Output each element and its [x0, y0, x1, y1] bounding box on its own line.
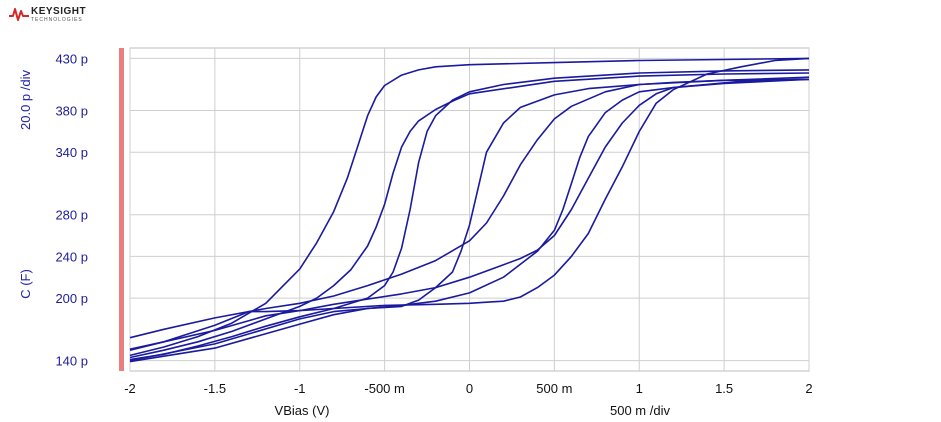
y-tick-label: 240 p	[55, 249, 88, 264]
grid	[129, 48, 810, 371]
x-axis-label: VBias (V)	[275, 403, 330, 418]
x-tick-label: 1.5	[715, 381, 733, 396]
y-tick-label: 140 p	[55, 354, 88, 369]
y-tick-label: 280 p	[55, 208, 88, 223]
x-tick-label: 1	[636, 381, 643, 396]
x-tick-label: -2	[124, 381, 136, 396]
y-axis-label: C (F)	[18, 269, 33, 299]
x-tick-label: 0	[466, 381, 473, 396]
y-tick-label: 200 p	[55, 291, 88, 306]
x-div-label: 500 m /div	[610, 403, 670, 418]
series-group	[129, 57, 810, 363]
cv-sweep-line-5	[129, 78, 810, 363]
cv-sweep-line-6	[129, 57, 810, 351]
logo-name: KEYSIGHT	[31, 6, 87, 17]
x-tick-label: -1	[294, 381, 306, 396]
logo-subtitle: TECHNOLOGIES	[31, 17, 83, 23]
cv-sweep-line-1	[129, 57, 810, 357]
cv-sweep-line-8	[129, 78, 810, 339]
y-tick-labels: 140 p 200 p 240 p 280 p 340 p 380 p 430 p	[55, 51, 88, 368]
cv-sweep-line-2	[129, 72, 810, 359]
x-tick-label: -1.5	[204, 381, 226, 396]
x-tick-label: -500 m	[364, 381, 404, 396]
cv-sweep-line-7	[129, 78, 810, 350]
keysight-logo-icon	[9, 8, 29, 21]
x-tick-labels: -2 -1.5 -1 -500 m 0 500 m 1 1.5 2	[124, 381, 812, 396]
y-tick-label: 340 p	[55, 145, 88, 160]
cursor-bar[interactable]	[119, 48, 124, 371]
x-tick-label: 2	[805, 381, 812, 396]
cv-sweep-line-4	[129, 76, 810, 362]
x-tick-label: 500 m	[536, 381, 572, 396]
y-tick-label: 380 p	[55, 104, 88, 119]
logo-text: KEYSIGHT TECHNOLOGIES	[31, 6, 87, 24]
y-div-label: 20.0 p /div	[18, 70, 33, 130]
y-tick-label: 430 p	[55, 51, 88, 66]
cv-sweep-line-3	[129, 69, 810, 361]
